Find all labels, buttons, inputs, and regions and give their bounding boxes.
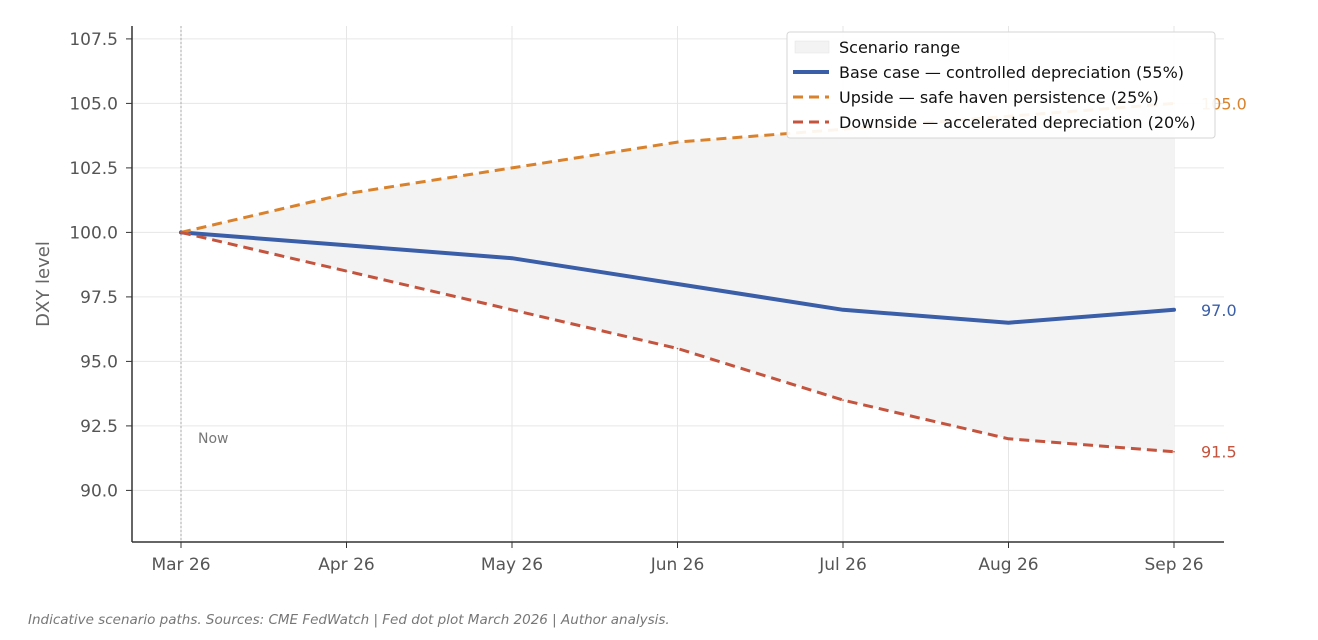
x-tick-label-jun-26: Jun 26 [650, 555, 705, 575]
y-tick-label-95-0: 95.0 [80, 352, 118, 372]
y-tick-label-97-5: 97.5 [80, 288, 118, 308]
data-point-upside-apr-26 [345, 192, 348, 195]
scenario-range-band [181, 103, 1174, 452]
data-point-downside-may-26 [511, 309, 513, 311]
data-point-base-jun-26 [676, 283, 679, 285]
legend-label-downside: Downside — accelerated depreciation (20%… [839, 113, 1196, 132]
x-tick-label-mar-26: Mar 26 [151, 555, 210, 575]
y-tick-label-105-0: 105.0 [69, 94, 118, 114]
data-point-base-may-26 [511, 257, 513, 260]
data-point-downside-apr-26 [345, 270, 348, 272]
x-tick-label-aug-26: Aug 26 [978, 555, 1038, 575]
data-point-downside-sep-26 [1173, 450, 1175, 453]
y-tick-label-107-5: 107.5 [69, 30, 118, 50]
data-point-base-sep-26 [1173, 309, 1175, 311]
data-point-base-aug-26 [1007, 321, 1010, 324]
data-point-downside-aug-26 [1007, 438, 1010, 440]
x-tick-label-sep-26: Sep 26 [1144, 555, 1203, 575]
legend-box [786, 31, 1216, 139]
legend-label-base: Base case — controlled depreciation (55%… [839, 63, 1184, 82]
data-point-downside-jun-26 [676, 347, 679, 350]
x-tick-label-may-26: May 26 [481, 555, 543, 575]
legend-label-upside: Upside — safe haven persistence (25%) [839, 88, 1159, 107]
end-label-downside: 91.5 [1201, 443, 1237, 462]
y-tick-label-100-0: 100.0 [69, 223, 118, 243]
data-point-upside-may-26 [511, 167, 513, 169]
legend-swatch-scenario-range [794, 40, 830, 54]
data-point-upside-jun-26 [676, 141, 679, 143]
x-tick-label-apr-26: Apr 26 [318, 555, 374, 575]
legend: Scenario range Base case — controlled dep… [786, 31, 1216, 139]
x-tick-label-jul-26: Jul 26 [818, 555, 867, 575]
y-tick-label-92-5: 92.5 [80, 417, 118, 437]
chart-caption: Indicative scenario paths. Sources: CME … [28, 612, 670, 628]
now-marker: Now [180, 26, 229, 542]
y-tick-label-102-5: 102.5 [69, 159, 118, 179]
y-axis-title: DXY level [33, 241, 54, 327]
scenario-range-area [181, 103, 1174, 452]
y-tick-label-90-0: 90.0 [80, 481, 118, 501]
data-point-base-jul-26 [842, 309, 844, 311]
data-point-base-apr-26 [345, 244, 348, 247]
end-label-base: 97.0 [1201, 301, 1237, 320]
data-point-downside-jul-26 [842, 399, 844, 401]
legend-label-scenario: Scenario range [839, 38, 960, 57]
axes [126, 26, 1224, 548]
tick-labels: 90.0 92.5 95.0 97.5 100.0 102.5 105.0 107.5 Mar … [33, 30, 1204, 575]
now-label: Now [198, 431, 229, 447]
scenario-chart: Now 90.0 92.5 95.0 97.5 100.0 102.5 105.0 107.5… [33, 26, 1247, 575]
data-point-downside-mar-26 [180, 231, 182, 234]
